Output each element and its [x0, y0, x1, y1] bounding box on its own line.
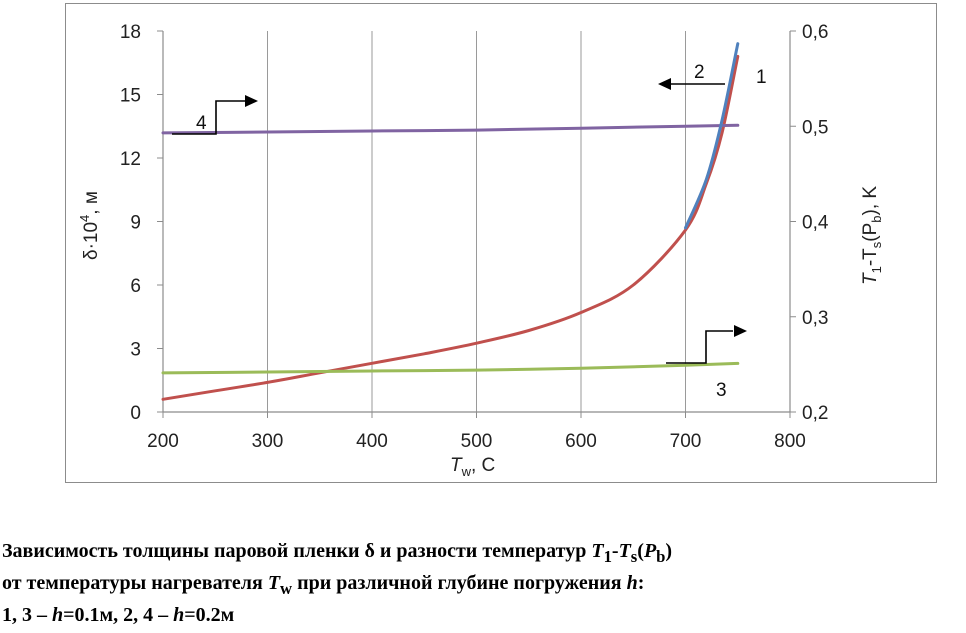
y-left-tick-label: 6: [130, 276, 141, 297]
x-tick-label: 500: [461, 431, 493, 452]
caption-line-3: 1, 3 – h=0.1м, 2, 4 – h=0.2м: [2, 604, 235, 626]
y-left-tick-label: 12: [120, 149, 141, 170]
y-right-tick-label: 0,6: [802, 22, 828, 43]
x-tick-label: 600: [565, 431, 597, 452]
arrow-4-head: [245, 95, 258, 107]
y-right-tick-label: 0,5: [802, 117, 828, 138]
arrow-3-head: [734, 325, 747, 337]
chart-frame: [65, 3, 937, 483]
x-tick-label: 800: [774, 431, 806, 452]
arrow-2-head: [658, 78, 671, 90]
figure-caption: Зависимость толщины паровой пленки δ и р…: [2, 538, 964, 629]
series-line-3: [161, 361, 740, 375]
series-line-2: [684, 42, 740, 230]
y-left-tick-label: 18: [120, 22, 141, 43]
y-left-tick-label: 0: [130, 403, 141, 424]
grid: [267, 31, 686, 412]
arrow-4-shaft: [172, 100, 245, 135]
x-tick-label: 400: [356, 431, 388, 452]
y-right-tick-label: 0,3: [802, 308, 828, 329]
x-tick-label: 200: [147, 431, 179, 452]
y-left-tick-label: 9: [130, 213, 141, 234]
y-right-tick-labels: 0,2 0,3 0,4 0,5 0,6: [802, 22, 829, 424]
annotation-2: 2: [694, 62, 705, 83]
arrow-3-shaft: [666, 330, 733, 364]
y-right-axis-title: T1-Ts(Pb), K: [860, 186, 884, 285]
caption-line-1: Зависимость толщины паровой пленки δ и р…: [2, 540, 673, 566]
x-axis-title: Tw, C: [450, 455, 495, 479]
axes: [157, 30, 796, 418]
y-left-tick-labels: 0 3 6 9 12 15 18: [120, 22, 141, 424]
x-tick-label: 700: [670, 431, 702, 452]
annotation-3: 3: [716, 380, 727, 401]
axis-arrows: [172, 78, 747, 364]
series-line-1: [161, 54, 740, 401]
y-right-tick-label: 0,2: [802, 403, 828, 424]
series-line-4: [161, 123, 740, 135]
annotation-4: 4: [196, 113, 207, 134]
x-tick-label: 300: [252, 431, 284, 452]
annotation-1: 1: [756, 67, 767, 88]
series-lines: [161, 42, 740, 401]
y-right-tick-label: 0,4: [802, 213, 829, 234]
caption-line-2: от температуры нагревателя Tw при различ…: [2, 572, 645, 598]
y-left-axis-title: δ·104, м: [77, 191, 102, 260]
y-left-tick-label: 3: [130, 340, 141, 361]
x-tick-labels: 200 300 400 500 600 700 800: [147, 431, 806, 452]
y-left-tick-label: 15: [120, 86, 141, 107]
